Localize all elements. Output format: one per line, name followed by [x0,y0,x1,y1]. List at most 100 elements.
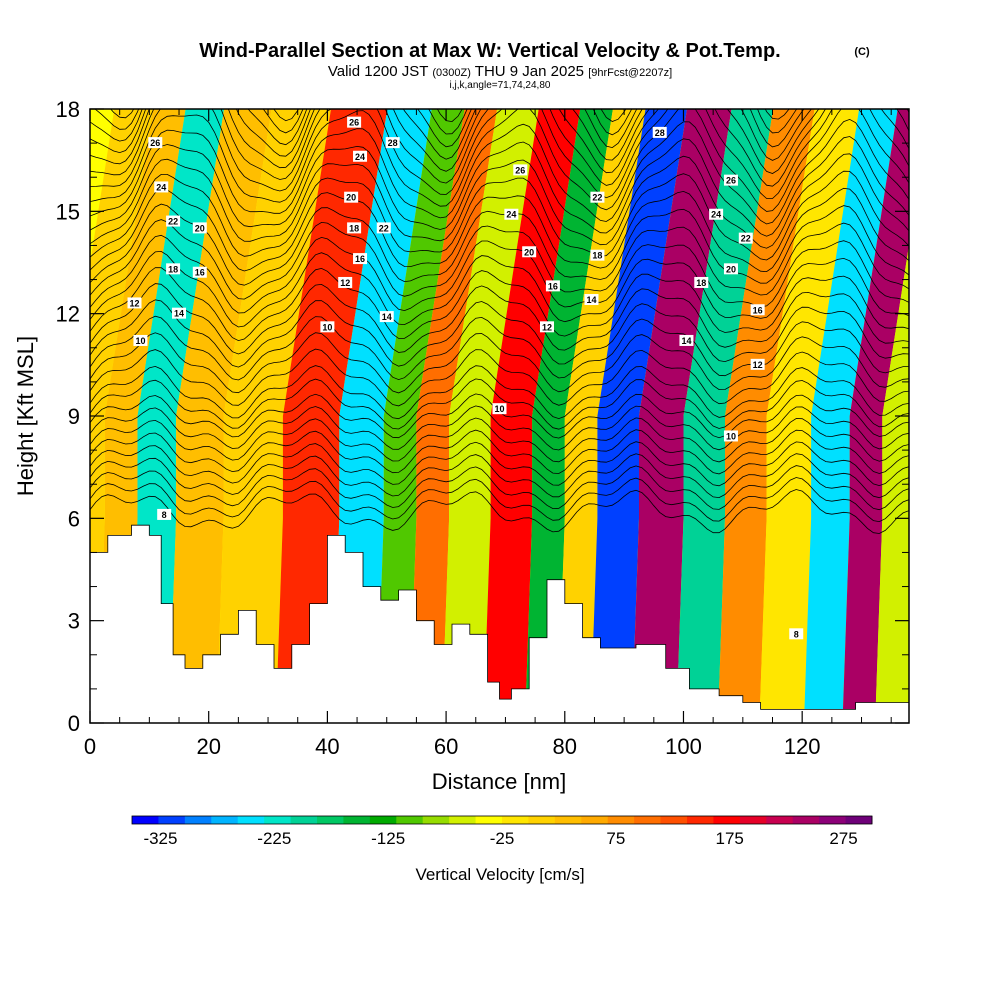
theta-label: 16 [353,253,368,264]
theta-contour-line [90,109,909,161]
plot-area: 26 24 22 20 18 16 12 14 10 8 26 28 24 20 18 22 16 12 10 14 2… [90,109,909,723]
colorbar-swatch [290,816,318,824]
colorbar-swatch [554,816,582,824]
svg-text:20: 20 [726,264,736,274]
theta-label: 26 [723,174,738,186]
valid-date: THU 9 Jan 2025 [475,63,584,80]
colorbar-swatch [660,816,688,824]
theta-contour-line [90,219,909,300]
colorbar-swatch [475,816,503,824]
copyright-mark: (C) [854,46,870,58]
colorbar-swatch [449,816,477,824]
theta-label: 14 [679,334,694,346]
theta-contour-line [90,405,909,451]
y-axis-label: Height [Kft MSL] [13,336,38,496]
svg-text:22: 22 [379,223,389,233]
theta-label: 10 [133,334,148,346]
theta-contour-line [90,378,909,430]
theta-label: 8 [789,628,804,640]
theta-label: 22 [738,232,753,244]
theta-label: 16 [750,304,765,316]
colorbar-swatch [396,816,424,824]
theta-contour-line [90,453,909,499]
theta-label: 18 [590,249,605,261]
velocity-band [483,109,581,723]
svg-text:20: 20 [346,193,356,203]
colorbar-swatch [422,816,450,824]
svg-text:18: 18 [349,223,359,233]
theta-contour-line [90,332,909,394]
y-tick-label: 6 [68,506,80,531]
theta-label: 12 [127,297,142,309]
svg-text:24: 24 [711,210,721,220]
svg-text:26: 26 [349,118,359,128]
forecast-label: [9hrFcst@2207z] [588,67,672,79]
colorbar-tick-label: 275 [829,829,857,848]
theta-label: 18 [166,263,181,275]
velocity-band [441,109,539,723]
x-tick-label: 40 [315,734,339,759]
y-tick-label: 15 [56,199,80,224]
x-tick-label: 20 [196,734,220,759]
velocity-band [590,109,687,723]
theta-contour-line [90,267,909,342]
theta-label: 16 [192,266,207,278]
x-axis-label: Distance [nm] [432,769,567,794]
velocity-band [842,109,909,723]
theta-contour-line [90,348,909,407]
theta-contour-line [90,109,909,212]
svg-text:12: 12 [340,278,350,288]
theta-label: 26 [513,164,528,176]
theta-label: 20 [522,246,537,258]
colorbar-tick-label: -325 [143,829,177,848]
svg-text:10: 10 [322,322,332,332]
colorbar-swatch [792,816,820,824]
colorbar-swatch [369,816,397,824]
velocity-band [875,245,909,723]
theta-contour-line [90,109,909,187]
colorbar-swatch [132,816,159,824]
theta-label: 14 [584,294,599,306]
velocity-band [525,109,613,723]
terrain-mask [90,524,909,723]
velocity-band [631,109,732,723]
theta-label: 20 [344,191,359,203]
theta-contour-line [90,477,909,523]
velocity-band [90,109,153,723]
theta-label: 22 [590,191,605,203]
svg-text:28: 28 [655,128,665,138]
colorbar-swatch [819,816,847,824]
theta-label: 28 [652,126,667,138]
colorbar-swatch [607,816,635,824]
svg-text:14: 14 [174,309,184,319]
colorbar-title: Vertical Velocity [cm/s] [415,865,584,884]
svg-text:16: 16 [195,268,205,278]
theta-contour-line [90,109,909,199]
velocity-band [216,109,331,723]
svg-text:14: 14 [382,312,392,322]
x-tick-label: 100 [665,734,702,759]
theta-label: 18 [694,276,709,288]
theta-contour-line [90,234,909,314]
velocity-band [557,109,646,723]
theta-label: 12 [750,358,765,370]
y-tick-label: 9 [68,404,80,429]
svg-text:16: 16 [753,305,763,315]
y-axis: 0 3 6 9 12 15 18 [56,97,909,736]
svg-text:28: 28 [388,138,398,148]
valid-utc: (0300Z) [432,67,471,79]
y-tick-label: 3 [68,609,80,634]
colorbar-tick-label: 75 [606,829,625,848]
theta-contour-line [94,109,798,136]
theta-label: 26 [347,116,362,128]
velocity-band [168,109,272,723]
theta-contour-line [90,203,909,286]
theta-label: 20 [192,222,207,234]
theta-label: 24 [154,181,169,193]
svg-text:10: 10 [135,336,145,346]
colorbar-swatch [502,816,529,824]
colorbar-tick-label: -25 [490,829,515,848]
svg-text:26: 26 [150,138,160,148]
theta-label: 12 [539,321,554,333]
svg-text:26: 26 [726,176,736,186]
